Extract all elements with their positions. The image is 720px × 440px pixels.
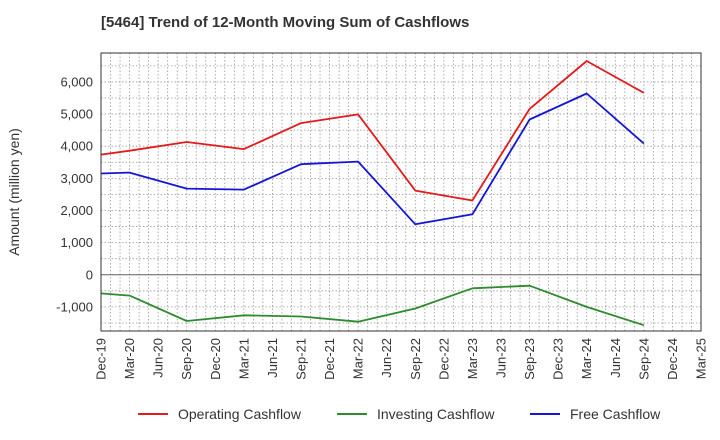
x-tick-label: Mar-23 <box>465 338 480 379</box>
y-tick-label: 0 <box>86 267 93 282</box>
x-tick-label: Dec-20 <box>208 338 223 380</box>
series-line-investing-cashflow <box>100 284 645 327</box>
y-tick-labels: -1,000 0 1,000 2,000 3,000 4,000 5,000 6,000 <box>56 74 93 314</box>
x-tick-label: Mar-22 <box>351 338 366 379</box>
y-tick-label: 3,000 <box>60 171 93 186</box>
y-tick-label: 2,000 <box>60 203 93 218</box>
plot-frame <box>100 52 702 332</box>
x-tick-label: Jun-22 <box>379 338 394 378</box>
y-tick-label: 6,000 <box>60 74 93 89</box>
series-lines <box>100 60 645 327</box>
x-tick-labels: Dec-19 Mar-20 Jun-20 Sep-20 Dec-20 Mar-21 Jun-… <box>94 338 709 380</box>
y-axis-label: Amount (million yen) <box>6 128 22 256</box>
x-tick-label: Mar-24 <box>579 338 594 379</box>
y-tick-label: 4,000 <box>60 139 93 154</box>
series-line-operating-cashflow <box>100 60 645 202</box>
x-tick-label: Mar-20 <box>122 338 137 379</box>
legend-label: Operating Cashflow <box>178 406 302 422</box>
legend-label: Investing Cashflow <box>377 406 495 422</box>
grid <box>100 53 702 331</box>
y-tick-label: -1,000 <box>56 299 93 314</box>
legend-label: Free Cashflow <box>570 406 661 422</box>
series-line-free-cashflow <box>100 92 645 226</box>
y-tick-label: 1,000 <box>60 235 93 250</box>
x-tick-label: Sep-24 <box>636 338 651 380</box>
x-tick-label: Mar-21 <box>236 338 251 379</box>
x-tick-label: Dec-19 <box>94 338 109 380</box>
x-tick-label: Mar-25 <box>694 338 709 379</box>
x-tick-label: Dec-24 <box>665 338 680 380</box>
x-tick-label: Dec-21 <box>322 338 337 380</box>
x-tick-label: Dec-23 <box>551 338 566 380</box>
y-tick-label: 5,000 <box>60 107 93 122</box>
x-tick-label: Sep-23 <box>522 338 537 380</box>
x-tick-label: Sep-20 <box>179 338 194 380</box>
x-tick-label: Sep-21 <box>294 338 309 380</box>
x-tick-label: Jun-21 <box>265 338 280 378</box>
x-tick-label: Jun-23 <box>494 338 509 378</box>
x-tick-label: Jun-20 <box>151 338 166 378</box>
x-tick-label: Sep-22 <box>408 338 423 380</box>
chart-title: [5464] Trend of 12-Month Moving Sum of C… <box>101 14 470 31</box>
x-tick-label: Dec-22 <box>436 338 451 380</box>
x-tick-label: Jun-24 <box>608 338 623 378</box>
legend: Operating Cashflow Investing Cashflow Free… <box>138 406 661 422</box>
